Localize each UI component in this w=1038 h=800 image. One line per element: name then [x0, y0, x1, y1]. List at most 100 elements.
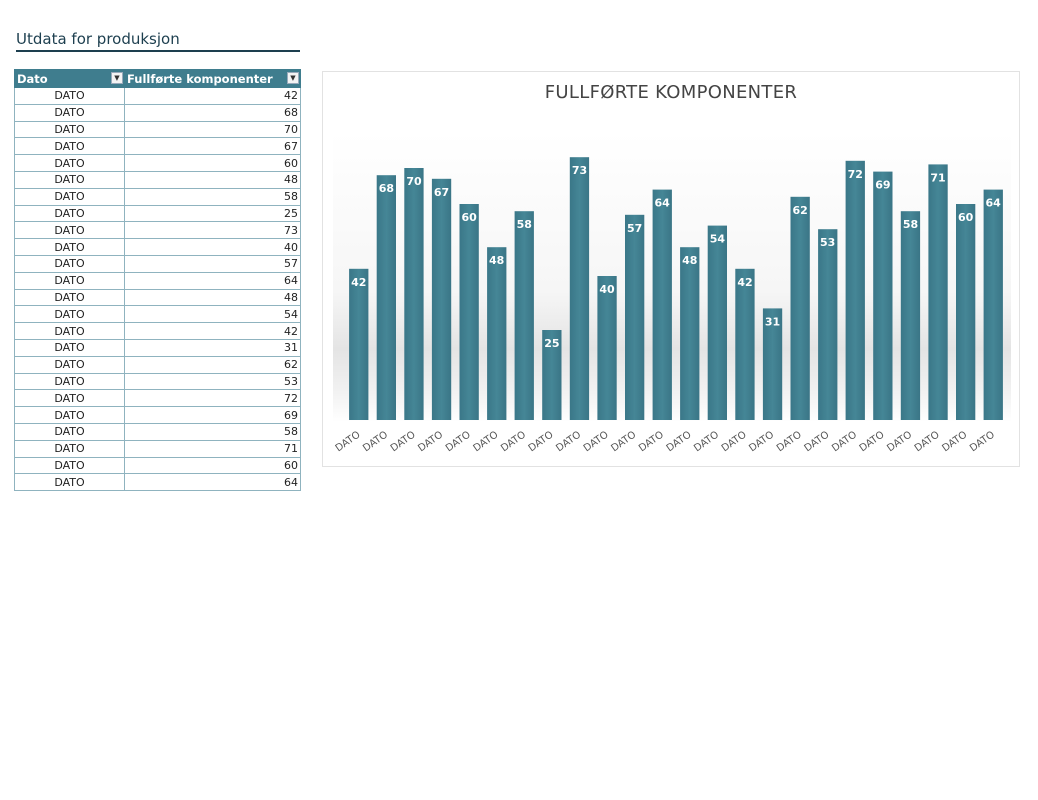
date-cell[interactable]: DATO	[14, 121, 125, 139]
bar[interactable]	[487, 247, 507, 420]
value-cell[interactable]: 48	[124, 289, 301, 307]
data-label: 31	[765, 315, 780, 328]
bar[interactable]	[349, 268, 369, 420]
date-cell[interactable]: DATO	[14, 104, 125, 122]
date-cell[interactable]: DATO	[14, 373, 125, 391]
date-cell[interactable]: DATO	[14, 154, 125, 172]
value-cell[interactable]: 64	[124, 272, 301, 290]
table-row: DATO 42	[14, 87, 301, 105]
value-cell[interactable]: 70	[124, 121, 301, 139]
table-row: DATO 70	[14, 121, 301, 139]
x-tick-label: DATO	[665, 429, 694, 454]
bar[interactable]	[735, 268, 755, 420]
x-tick-label: DATO	[416, 429, 445, 454]
x-tick-label: DATO	[692, 429, 721, 454]
table-row: DATO 25	[14, 205, 301, 223]
value-cell[interactable]: 42	[124, 322, 301, 340]
date-cell[interactable]: DATO	[14, 238, 125, 256]
bar[interactable]	[569, 157, 590, 420]
value-cell[interactable]: 67	[124, 137, 301, 156]
date-cell[interactable]: DATO	[14, 305, 125, 324]
chart-frame[interactable]: FULLFØRTE KOMPONENTER 42 DATO 68 DATO 70 DATO…	[322, 71, 1020, 467]
bar[interactable]	[597, 276, 617, 420]
bar[interactable]	[514, 211, 534, 420]
date-cell[interactable]: DATO	[14, 457, 125, 475]
date-cell[interactable]: DATO	[14, 221, 125, 240]
data-label: 48	[489, 254, 504, 267]
bar[interactable]	[956, 204, 976, 420]
value-cell[interactable]: 69	[124, 406, 301, 424]
x-tick-label: DATO	[940, 429, 969, 454]
bar[interactable]	[928, 164, 948, 420]
value-cell[interactable]: 64	[124, 473, 301, 492]
date-cell[interactable]: DATO	[14, 272, 125, 290]
bar[interactable]	[652, 189, 672, 420]
x-tick-label: DATO	[527, 429, 556, 454]
value-cell[interactable]: 60	[124, 154, 301, 172]
table-row: DATO 60	[14, 154, 301, 172]
bar[interactable]	[762, 308, 783, 420]
date-cell[interactable]: DATO	[14, 440, 125, 458]
bar[interactable]	[845, 160, 865, 421]
value-cell[interactable]: 42	[124, 87, 301, 105]
date-cell[interactable]: DATO	[14, 389, 125, 408]
x-tick-label: DATO	[830, 429, 859, 454]
date-cell[interactable]: DATO	[14, 137, 125, 156]
bar[interactable]	[707, 225, 727, 420]
value-cell[interactable]: 53	[124, 373, 301, 391]
value-cell[interactable]: 72	[124, 389, 301, 408]
bar[interactable]	[376, 175, 396, 420]
date-cell[interactable]: DATO	[14, 322, 125, 340]
table-row: DATO 58	[14, 423, 301, 441]
date-cell[interactable]: DATO	[14, 205, 125, 223]
date-cell[interactable]: DATO	[14, 87, 125, 105]
date-cell[interactable]: DATO	[14, 255, 125, 273]
value-cell[interactable]: 57	[124, 255, 301, 273]
data-label: 64	[986, 197, 1002, 210]
bar[interactable]	[459, 204, 479, 420]
x-tick-label: DATO	[499, 429, 528, 454]
table-row: DATO 64	[14, 272, 301, 290]
value-cell[interactable]: 60	[124, 457, 301, 475]
value-cell[interactable]: 58	[124, 188, 301, 206]
value-cell[interactable]: 73	[124, 221, 301, 240]
date-cell[interactable]: DATO	[14, 171, 125, 189]
bar[interactable]	[900, 211, 921, 420]
value-cell[interactable]: 54	[124, 305, 301, 324]
date-cell[interactable]: DATO	[14, 188, 125, 206]
filter-dropdown-icon[interactable]: ▼	[287, 72, 299, 84]
bar[interactable]	[431, 178, 452, 420]
bar[interactable]	[542, 330, 562, 420]
data-label: 73	[572, 164, 587, 177]
bar[interactable]	[790, 196, 810, 420]
data-label: 40	[599, 283, 615, 296]
value-cell[interactable]: 31	[124, 339, 301, 357]
value-cell[interactable]: 58	[124, 423, 301, 441]
bar[interactable]	[818, 229, 838, 420]
filter-dropdown-icon[interactable]: ▼	[111, 72, 123, 84]
value-cell[interactable]: 62	[124, 356, 301, 374]
date-cell[interactable]: DATO	[14, 473, 125, 492]
date-cell[interactable]: DATO	[14, 406, 125, 424]
date-cell[interactable]: DATO	[14, 423, 125, 441]
date-cell[interactable]: DATO	[14, 356, 125, 374]
value-cell[interactable]: 40	[124, 238, 301, 256]
value-cell[interactable]: 71	[124, 440, 301, 458]
bar[interactable]	[983, 189, 1003, 420]
bar[interactable]	[873, 171, 893, 420]
table-row: DATO 57	[14, 255, 301, 273]
data-table: Dato ▼ Fullførte komponenter ▼ DATO 42 DAT…	[14, 69, 301, 492]
value-cell[interactable]: 68	[124, 104, 301, 122]
data-label: 54	[710, 233, 726, 246]
date-cell[interactable]: DATO	[14, 339, 125, 357]
date-cell[interactable]: DATO	[14, 289, 125, 307]
bar[interactable]	[625, 214, 645, 420]
value-cell[interactable]: 25	[124, 205, 301, 223]
x-tick-label: DATO	[803, 429, 832, 454]
value-cell[interactable]: 48	[124, 171, 301, 189]
column-header-label: Fullførte komponenter	[127, 71, 273, 86]
bar[interactable]	[404, 168, 424, 420]
bar[interactable]	[680, 247, 700, 420]
table-row: DATO 48	[14, 171, 301, 189]
data-label: 62	[792, 204, 807, 217]
